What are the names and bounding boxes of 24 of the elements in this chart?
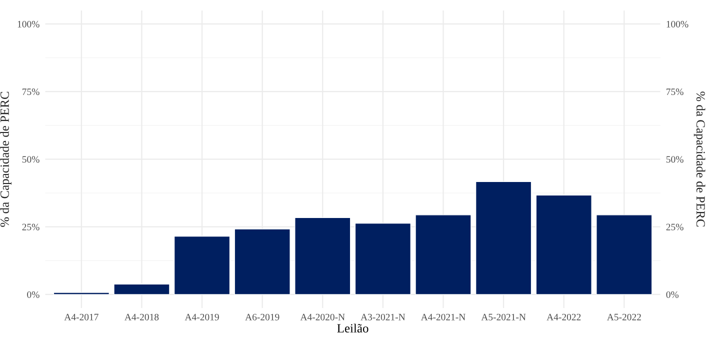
x-tick-label: A4-2019 (184, 314, 219, 320)
x-axis-title: Leilão (337, 324, 368, 333)
x-tick-label: A4-2017 (64, 314, 98, 320)
x-tick-label: A6-2019 (245, 314, 280, 320)
y-tick-label: 100% (18, 20, 40, 28)
x-tick-label: A4-2022 (546, 314, 581, 320)
y-tick-label: 0% (27, 291, 40, 298)
y2-tick-label: 0% (666, 291, 679, 298)
y2-axis-title: % da Capacidade de PERC (694, 92, 706, 227)
x-tick-label: A5-2022 (606, 314, 641, 320)
y2-tick-label: 75% (666, 88, 684, 96)
x-tick-label: A3-2021-N (360, 314, 406, 320)
y2-tick-label: 100% (666, 20, 688, 28)
x-tick-label: A5-2021-N (481, 314, 526, 320)
x-tick-label: A4-2018 (124, 314, 159, 320)
y-axis-title: % da Capacidade de PERC (0, 92, 12, 227)
y2-tick-label: 25% (666, 224, 684, 230)
y-tick-label: 50% (22, 156, 40, 163)
y2-tick-label: 50% (666, 156, 684, 163)
bar (114, 284, 170, 295)
y-tick-label: 25% (22, 224, 40, 230)
x-tick-label: A4-2021-N (420, 314, 466, 320)
y-tick-label: 75% (22, 88, 40, 96)
x-tick-label: A4-2020-N (300, 314, 345, 320)
